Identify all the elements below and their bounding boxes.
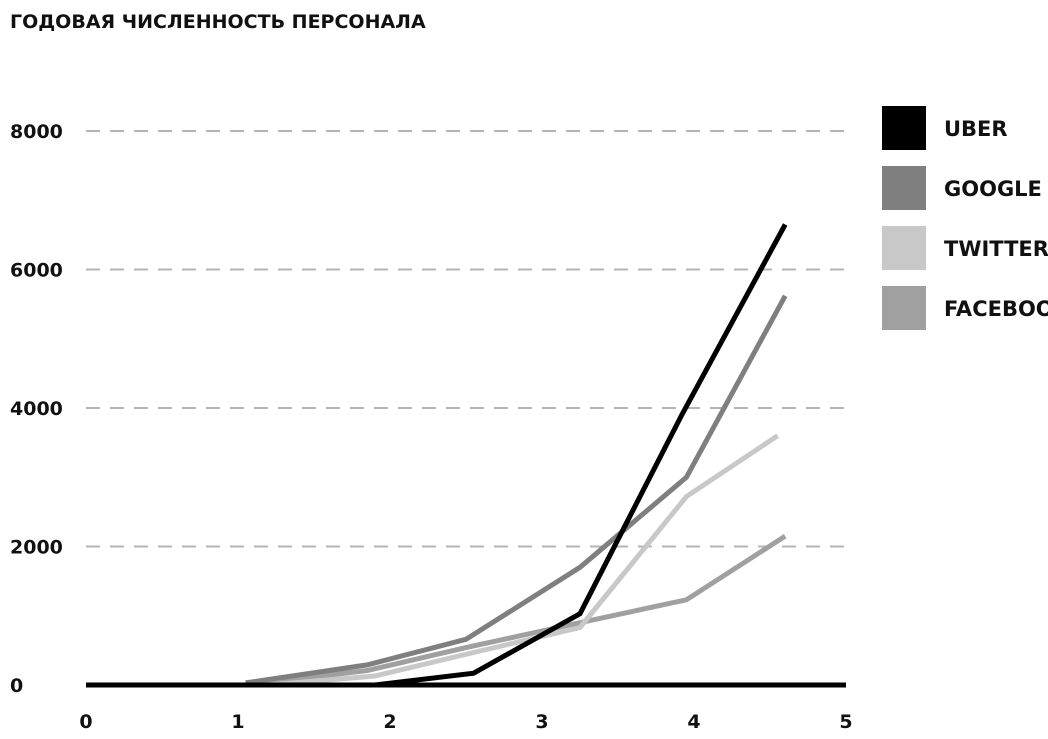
chart-title: ГОДОВАЯ ЧИСЛЕННОСТЬ ПЕРСОНАЛА <box>10 11 426 33</box>
legend-swatch <box>882 106 926 150</box>
y-tick-label: 6000 <box>10 260 63 282</box>
legend-label: TWITTER <box>944 237 1048 261</box>
series-line-twitter <box>268 433 779 688</box>
x-tick-labels: 0 1 2 3 4 5 <box>79 711 852 733</box>
legend-label: GOOGLE <box>944 177 1042 201</box>
legend: UBER GOOGLE TWITTER FACEBOOK <box>882 106 1048 330</box>
series-line-google <box>245 294 788 686</box>
x-tick-label: 2 <box>383 711 396 733</box>
x-tick-label: 4 <box>687 711 700 733</box>
series-line-facebook <box>245 533 787 688</box>
y-tick-labels: 0 2000 4000 6000 8000 <box>10 121 63 697</box>
legend-item-google: GOOGLE <box>882 166 1042 210</box>
y-tick-label: 2000 <box>10 537 63 559</box>
x-tick-label: 5 <box>839 711 852 733</box>
series-line-uber <box>374 223 788 688</box>
y-tick-label: 8000 <box>10 121 63 143</box>
y-tick-label: 4000 <box>10 398 63 420</box>
legend-label: UBER <box>944 117 1008 141</box>
legend-swatch <box>882 226 926 270</box>
y-tick-label: 0 <box>10 675 23 697</box>
series-lines <box>245 223 788 688</box>
legend-item-uber: UBER <box>882 106 1008 150</box>
x-tick-label: 0 <box>79 711 92 733</box>
legend-swatch <box>882 166 926 210</box>
legend-item-facebook: FACEBOOK <box>882 286 1048 330</box>
grid-lines <box>86 130 846 548</box>
legend-label: FACEBOOK <box>944 297 1048 321</box>
x-tick-label: 1 <box>231 711 244 733</box>
legend-item-twitter: TWITTER <box>882 226 1048 270</box>
legend-swatch <box>882 286 926 330</box>
x-tick-label: 3 <box>535 711 548 733</box>
